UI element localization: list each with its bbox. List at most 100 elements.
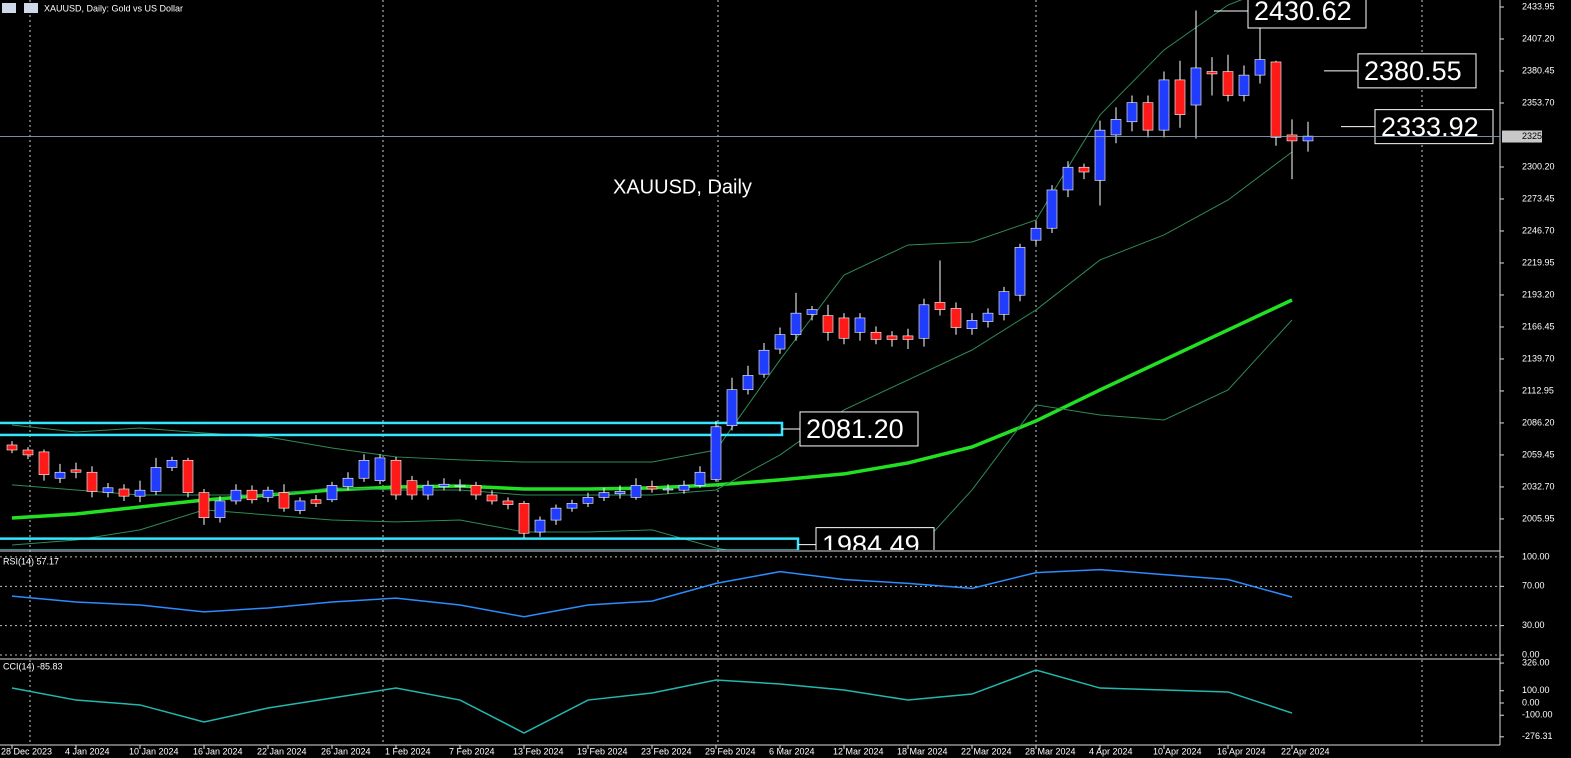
y-tick-label: 2112.95: [1522, 385, 1554, 395]
candle-body: [950, 308, 962, 328]
y-tick-label: 2380.45: [1522, 65, 1555, 75]
candle-body: [886, 335, 898, 340]
y-tick-label: 0.00: [1522, 697, 1540, 707]
candle-body: [294, 500, 306, 511]
candle-body: [998, 291, 1010, 315]
label-box: [1374, 109, 1494, 145]
candle-body: [838, 317, 850, 339]
candle-body: [966, 320, 978, 330]
candle-body: [1046, 189, 1058, 229]
candle-body: [1014, 247, 1026, 296]
y-tick-label: 0.00: [1522, 649, 1540, 659]
candle-body: [710, 426, 722, 480]
candle-body: [934, 302, 946, 310]
candle-body: [518, 503, 530, 534]
candle-body: [406, 480, 418, 496]
y-tick-label: 2353.70: [1522, 97, 1555, 107]
x-tick-label: 28 Dec 2023: [1, 746, 52, 756]
y-tick-label: 100.00: [1522, 551, 1550, 561]
label-box: [1247, 0, 1367, 29]
indicator-line: [11, 319, 1293, 550]
candle-body: [1238, 74, 1250, 96]
y-tick-label: 70.00: [1522, 581, 1545, 591]
candle-body: [198, 492, 210, 519]
candle-body: [246, 489, 258, 501]
x-tick-label: 6 Mar 2024: [769, 746, 815, 756]
x-tick-label: 18 Mar 2024: [897, 746, 948, 756]
cci-title: CCI(14) -85.83: [3, 661, 63, 671]
rsi-title: RSI(14) 57.17: [3, 556, 59, 566]
candle-body: [1270, 61, 1282, 138]
candle-body: [1158, 79, 1170, 131]
cci-panel: [11, 669, 1293, 734]
y-tick-label: 2300.20: [1522, 161, 1555, 171]
candle-body: [1174, 79, 1186, 115]
x-tick-label: 10 Apr 2024: [1153, 746, 1202, 756]
y-tick-label: -100.00: [1522, 710, 1553, 720]
indicator-line: [11, 568, 1293, 618]
x-tick-label: 16 Jan 2024: [193, 746, 243, 756]
candle-body: [534, 519, 546, 533]
x-tick-label: 23 Feb 2024: [641, 746, 692, 756]
candle-body: [790, 312, 802, 335]
candle-body: [1206, 71, 1218, 75]
x-tick-label: 22 Jan 2024: [257, 746, 307, 756]
candle-body: [326, 485, 338, 501]
y-tick-label: 100.00: [1522, 685, 1550, 695]
price-label: 2333.92: [1381, 112, 1479, 142]
price-label: 2380.55: [1364, 56, 1462, 86]
x-tick-label: 28 Mar 2024: [1025, 746, 1076, 756]
candle-body: [182, 459, 194, 493]
candle-body: [454, 485, 466, 487]
y-tick-label: 2086.20: [1522, 417, 1555, 427]
candle-body: [262, 489, 274, 498]
current-price-box: [1502, 130, 1542, 143]
candle-body: [1030, 227, 1042, 241]
price-label: 2430.62: [1254, 0, 1352, 26]
candle-body: [358, 459, 370, 479]
candle-body: [822, 315, 834, 333]
candle-body: [166, 459, 178, 468]
candle-body: [374, 457, 386, 481]
candle-body: [230, 489, 242, 502]
indicator-line: [11, 669, 1293, 734]
label-box: [799, 411, 919, 447]
y-tick-label: 2193.20: [1522, 289, 1555, 299]
candle-body: [214, 500, 226, 519]
label-box: [1357, 53, 1477, 89]
candle-body: [598, 492, 610, 498]
candle-body: [614, 491, 626, 495]
candle-body: [902, 335, 914, 340]
candle-body: [22, 449, 34, 456]
candle-body: [486, 494, 498, 502]
level-label: 2081.20: [806, 414, 904, 444]
indicator-line: [11, 0, 1243, 463]
x-tick-label: 12 Mar 2024: [833, 746, 884, 756]
candle-body: [742, 375, 754, 391]
icon: [2, 3, 16, 13]
candle-body: [118, 488, 130, 497]
candle-body: [134, 489, 146, 497]
candle-body: [54, 471, 66, 479]
x-tick-label: 7 Feb 2024: [449, 746, 495, 756]
candle-body: [150, 467, 162, 492]
x-tick-label: 1 Feb 2024: [385, 746, 431, 756]
y-tick-label: 2166.45: [1522, 321, 1555, 331]
y-tick-label: 30.00: [1522, 620, 1545, 630]
candle-body: [630, 485, 642, 498]
candle-body: [806, 309, 818, 315]
candle-body: [694, 471, 706, 486]
x-tick-label: 13 Feb 2024: [513, 746, 564, 756]
candle-body: [1142, 102, 1154, 131]
annotation: XAUUSD, Daily: [613, 176, 752, 198]
candle-body: [422, 485, 434, 496]
candle-body: [1286, 134, 1298, 142]
candle-body: [774, 334, 786, 350]
zone-box: [0, 537, 800, 550]
candle-body: [662, 488, 674, 491]
indicator-line: [11, 151, 1293, 496]
y-tick-label: 2407.20: [1522, 33, 1555, 43]
candle-body: [550, 507, 562, 521]
candle-body: [726, 389, 738, 426]
